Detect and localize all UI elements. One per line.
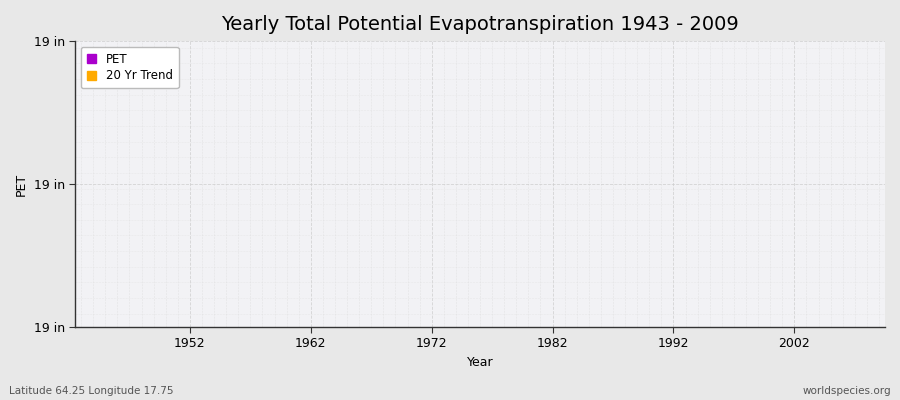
X-axis label: Year: Year bbox=[467, 356, 493, 369]
Legend: PET, 20 Yr Trend: PET, 20 Yr Trend bbox=[81, 47, 179, 88]
Text: worldspecies.org: worldspecies.org bbox=[803, 386, 891, 396]
Title: Yearly Total Potential Evapotranspiration 1943 - 2009: Yearly Total Potential Evapotranspiratio… bbox=[221, 15, 739, 34]
Y-axis label: PET: PET bbox=[15, 172, 28, 196]
Text: Latitude 64.25 Longitude 17.75: Latitude 64.25 Longitude 17.75 bbox=[9, 386, 174, 396]
